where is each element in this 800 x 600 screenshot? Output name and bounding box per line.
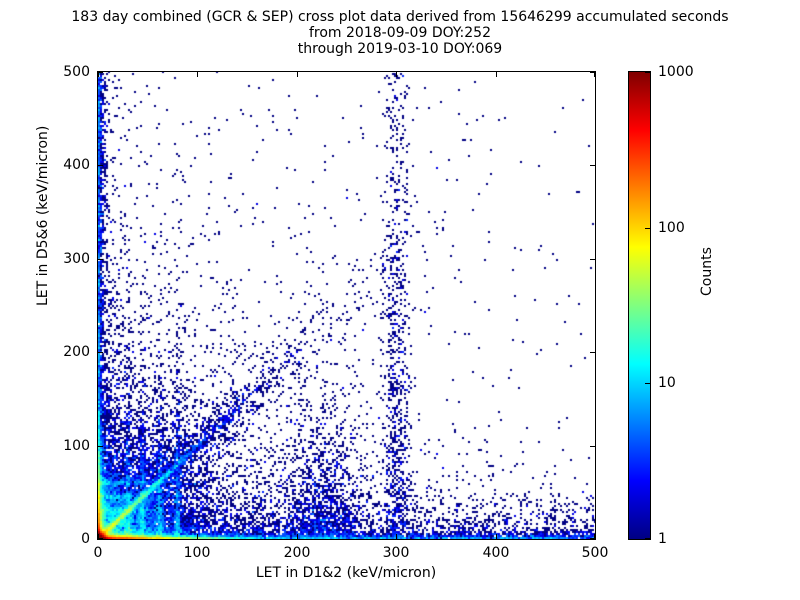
x-tick-mark-top — [396, 72, 397, 77]
x-tick-mark-bottom — [396, 534, 397, 539]
colorbar-tick-mark — [645, 538, 650, 539]
y-tick-label: 400 — [63, 157, 90, 173]
y-tick-mark-right — [590, 538, 595, 539]
colorbar-tick-mark — [645, 383, 650, 384]
colorbar-gradient — [628, 71, 651, 540]
y-tick-mark-left — [98, 165, 103, 166]
x-tick-mark-bottom — [594, 534, 595, 539]
x-tick-label: 500 — [581, 545, 609, 561]
y-tick-mark-left — [98, 259, 103, 260]
x-tick-mark-top — [197, 72, 198, 77]
x-axis-label: LET in D1&2 (keV/micron) — [255, 565, 437, 581]
chart-title-block: 183 day combined (GCR & SEP) cross plot … — [0, 9, 800, 57]
y-tick-mark-right — [590, 165, 595, 166]
x-tick-mark-top — [98, 72, 99, 77]
y-tick-label: 200 — [63, 344, 90, 360]
x-tick-label: 200 — [283, 545, 311, 561]
chart-subtitle-from: from 2018-09-09 DOY:252 — [308, 25, 491, 41]
x-tick-label: 400 — [482, 545, 510, 561]
x-tick-label: 300 — [382, 545, 410, 561]
x-tick-mark-bottom — [297, 534, 298, 539]
y-tick-mark-left — [98, 352, 103, 353]
colorbar-tick-mark — [645, 72, 650, 73]
y-tick-label: 0 — [81, 531, 90, 547]
y-tick-mark-right — [590, 352, 595, 353]
y-tick-mark-left — [98, 538, 103, 539]
x-tick-label: 100 — [183, 545, 211, 561]
y-tick-label: 100 — [63, 438, 90, 454]
y-tick-mark-right — [590, 446, 595, 447]
y-tick-mark-left — [98, 72, 103, 73]
x-tick-mark-bottom — [98, 534, 99, 539]
y-tick-mark-right — [590, 259, 595, 260]
y-tick-mark-right — [590, 72, 595, 73]
colorbar-tick-label: 1000 — [658, 64, 694, 80]
y-tick-label: 300 — [63, 251, 90, 267]
x-tick-mark-top — [594, 72, 595, 77]
x-tick-mark-bottom — [496, 534, 497, 539]
x-tick-mark-top — [297, 72, 298, 77]
y-tick-label: 500 — [63, 64, 90, 80]
chart-subtitle-through: through 2019-03-10 DOY:069 — [297, 41, 503, 57]
plot-area — [97, 71, 596, 540]
colorbar-tick-label: 10 — [658, 375, 676, 391]
scatter-heatmap-canvas — [98, 72, 595, 539]
colorbar-tick-mark — [645, 228, 650, 229]
y-tick-mark-left — [98, 446, 103, 447]
colorbar-tick-label: 1 — [658, 531, 667, 547]
x-tick-mark-bottom — [197, 534, 198, 539]
chart-title: 183 day combined (GCR & SEP) cross plot … — [71, 9, 729, 25]
colorbar-tick-label: 100 — [658, 220, 685, 236]
x-tick-mark-top — [496, 72, 497, 77]
x-tick-label: 0 — [93, 545, 103, 561]
